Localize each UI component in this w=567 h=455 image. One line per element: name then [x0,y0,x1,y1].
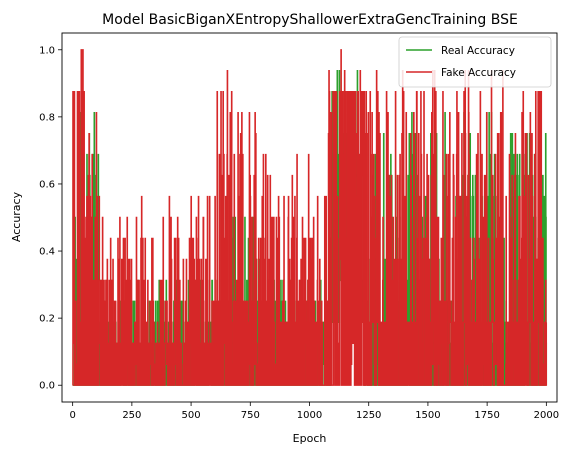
x-axis-label: Epoch [293,432,327,445]
series-line-fake-accuracy [72,49,548,386]
legend-label: Fake Accuracy [441,67,516,79]
series-layer [72,49,548,386]
y-tick-label: 0.2 [39,314,55,325]
y-tick-label: 1.0 [39,45,55,56]
x-axis: 0 250 500 750 1000 1250 1500 1750 2000 [69,402,559,421]
x-tick-label: 2000 [534,410,559,421]
chart-title: Model BasicBiganXEntropyShallowerExtraGe… [102,12,518,28]
plot-area [61,32,558,403]
legend-label: Real Accuracy [441,45,515,57]
legend: Real Accuracy Fake Accuracy [398,36,552,88]
x-tick-label: 250 [122,410,141,421]
x-tick-label: 1250 [356,410,381,421]
x-tick-label: 750 [241,410,260,421]
y-axis: 0.0 0.2 0.4 0.6 0.8 1.0 [39,45,62,392]
x-tick-label: 1750 [474,410,499,421]
x-tick-label: 1500 [415,410,440,421]
y-tick-label: 0.0 [39,381,55,392]
x-tick-label: 0 [69,410,75,421]
y-tick-label: 0.4 [39,247,55,258]
y-tick-label: 0.6 [39,179,55,190]
y-tick-label: 0.8 [39,112,55,123]
y-axis-label: Accuracy [10,191,23,242]
x-tick-label: 1000 [297,410,322,421]
x-tick-label: 500 [182,410,201,421]
legend-box [398,36,552,88]
